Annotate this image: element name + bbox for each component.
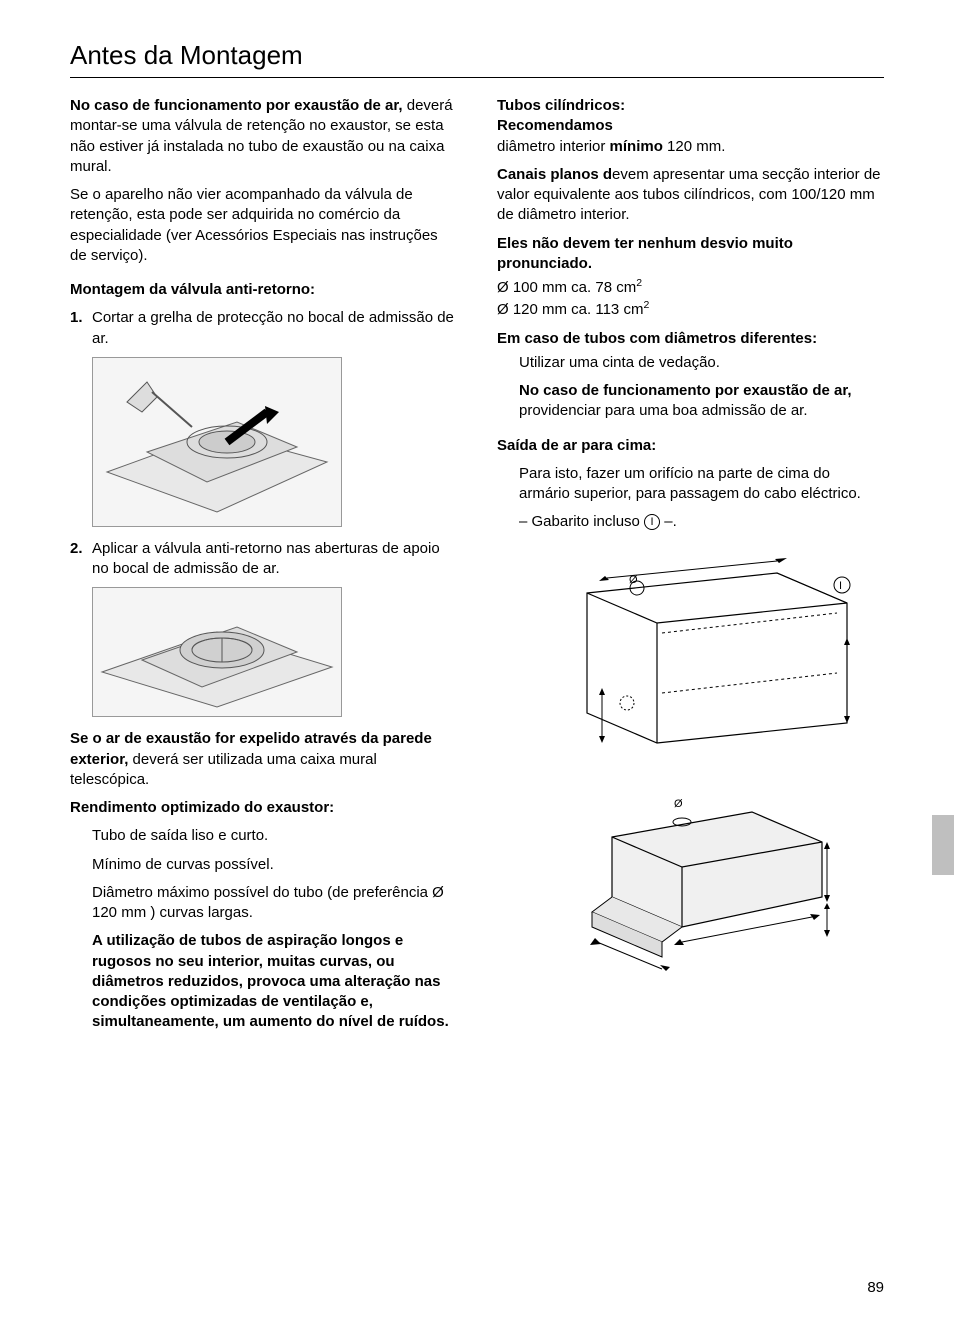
page-number: 89 bbox=[867, 1279, 884, 1296]
step2-num: 2. bbox=[70, 539, 92, 580]
right-h3: Saída de ar para cima: bbox=[497, 436, 884, 456]
svg-text:I: I bbox=[839, 580, 842, 592]
side-tab bbox=[932, 815, 954, 875]
left-b4: A utilização de tubos de aspiração longo… bbox=[70, 931, 457, 1032]
cut-grid-icon bbox=[97, 362, 337, 522]
right-p1a: diâmetro interior bbox=[497, 138, 610, 155]
left-column: No caso de funcionamento por exaustão de… bbox=[70, 96, 457, 1041]
svg-text:Ø: Ø bbox=[674, 798, 683, 810]
right-p7a: – Gabarito incluso bbox=[519, 513, 644, 530]
right-p5-bold: No caso de funcionamento por exaustão de… bbox=[519, 382, 852, 399]
right-p7: – Gabarito incluso I –. bbox=[497, 512, 884, 532]
step2: 2. Aplicar a válvula anti-retorno nas ab… bbox=[70, 539, 457, 580]
right-p7c: –. bbox=[660, 513, 677, 530]
content-columns: No caso de funcionamento por exaustão de… bbox=[70, 96, 884, 1041]
left-p1-bold: No caso de funcionamento por exaustão de… bbox=[70, 97, 403, 114]
page-title: Antes da Montagem bbox=[70, 40, 884, 78]
right-p2: Canais planos devem apresentar uma secçã… bbox=[497, 165, 884, 226]
figure-1 bbox=[92, 357, 342, 527]
left-b3: Diâmetro máximo possível do tubo (de pre… bbox=[70, 883, 457, 924]
right-p3: Eles não devem ter nenhum desvio muito p… bbox=[497, 234, 884, 275]
right-p5-rest: providenciar para uma boa admissão de ar… bbox=[519, 402, 808, 419]
roman-one-icon: I bbox=[644, 514, 660, 530]
left-b1: Tubo de saída liso e curto. bbox=[70, 826, 457, 846]
left-b2: Mínimo de curvas possível. bbox=[70, 855, 457, 875]
left-p2: Se o aparelho não vier acompanhado da vá… bbox=[70, 185, 457, 266]
right-p1: diâmetro interior mínimo 120 mm. bbox=[497, 137, 884, 157]
right-p2-bold: Canais planos d bbox=[497, 166, 612, 183]
right-p1b: mínimo bbox=[610, 138, 663, 155]
left-h1: Montagem da válvula anti-retorno: bbox=[70, 280, 457, 300]
hood-unit-diagram-icon: Ø bbox=[552, 777, 852, 977]
left-p1: No caso de funcionamento por exaustão de… bbox=[70, 96, 457, 177]
step2-text: Aplicar a válvula anti-retorno nas abert… bbox=[92, 539, 457, 580]
figure-2 bbox=[92, 587, 342, 717]
figure-4: Ø bbox=[519, 777, 884, 977]
right-p1c: 120 mm. bbox=[663, 138, 726, 155]
valve-install-icon bbox=[97, 592, 337, 712]
cabinet-top-diagram-icon: Ø I bbox=[547, 543, 857, 763]
figure-3: Ø I bbox=[519, 543, 884, 763]
right-dim1: Ø 100 mm ca. 78 cm2 bbox=[497, 276, 884, 298]
step1: 1. Cortar a grelha de protecção no bocal… bbox=[70, 308, 457, 349]
right-dim2: Ø 120 mm ca. 113 cm2 bbox=[497, 298, 884, 320]
right-h1b: Recomendamos bbox=[497, 116, 884, 136]
right-h2: Em caso de tubos com diâmetros diferente… bbox=[497, 329, 884, 349]
right-column: Tubos cilíndricos: Recomendamos diâmetro… bbox=[497, 96, 884, 1041]
left-h2: Rendimento optimizado do exaustor: bbox=[70, 798, 457, 818]
step1-text: Cortar a grelha de protecção no bocal de… bbox=[92, 308, 457, 349]
right-h1a: Tubos cilíndricos: bbox=[497, 96, 884, 116]
left-p3: Se o ar de exaustão for expelido através… bbox=[70, 729, 457, 790]
right-p4: Utilizar uma cinta de vedação. bbox=[497, 353, 884, 373]
right-p6: Para isto, fazer um orifício na parte de… bbox=[497, 464, 884, 505]
right-p5: No caso de funcionamento por exaustão de… bbox=[497, 381, 884, 422]
step1-num: 1. bbox=[70, 308, 92, 349]
